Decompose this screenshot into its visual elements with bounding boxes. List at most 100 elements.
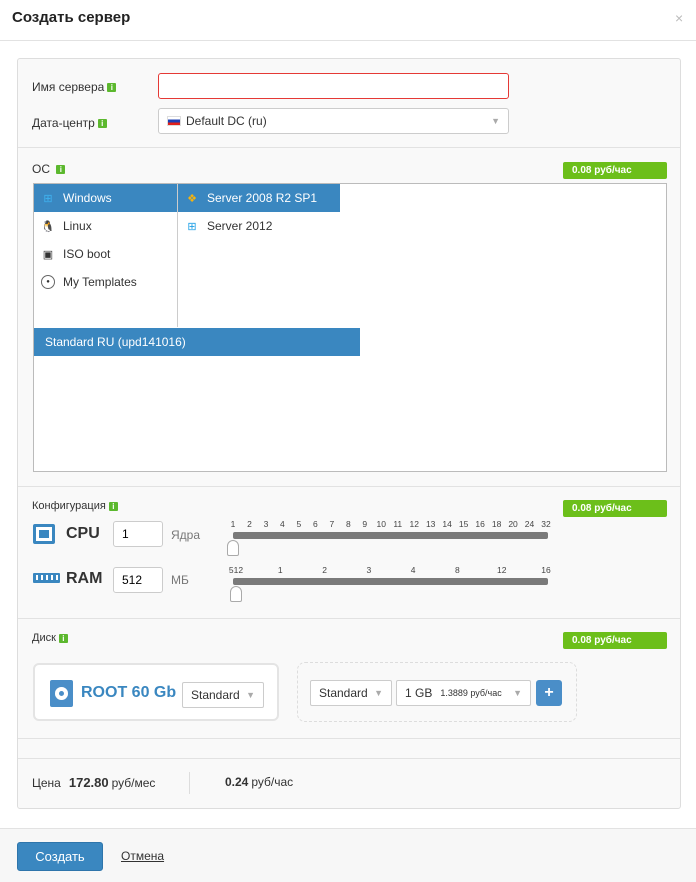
slider-tick: 18 <box>491 519 502 529</box>
info-icon[interactable]: i <box>108 501 118 511</box>
os-family-templates[interactable]: ● My Templates <box>34 268 177 296</box>
cpu-icon <box>33 524 55 544</box>
windows7-icon: ❖ <box>187 192 197 205</box>
dialog-title: Создать сервер <box>12 9 131 26</box>
divider <box>18 147 680 148</box>
slider-tick: 11 <box>393 519 403 529</box>
os-family-iso[interactable]: ▣ ISO boot <box>34 240 177 268</box>
select-value: Standard <box>191 688 240 702</box>
item-label: Standard RU (upd141016) <box>45 335 186 349</box>
new-disk-size-select[interactable]: 1 GB 1.3889 руб/час ▼ <box>396 680 531 706</box>
os-version-item[interactable]: ❖ Server 2008 R2 SP1 <box>178 184 340 212</box>
datacenter-label: Дата-центр i <box>32 116 107 130</box>
slider-tick: 5 <box>296 519 302 529</box>
os-version-item[interactable]: ⊞ Server 2012 <box>178 212 340 240</box>
item-label: Server 2008 R2 SP1 <box>207 191 318 205</box>
datacenter-select[interactable]: Default DC (ru) ▼ <box>158 108 509 134</box>
slider-tick: 2 <box>247 519 252 529</box>
chevron-down-icon: ▼ <box>491 116 500 126</box>
slider-tick: 13 <box>425 519 436 529</box>
info-icon[interactable]: i <box>97 119 107 129</box>
divider <box>18 758 680 759</box>
windows-icon: ⊞ <box>187 220 197 233</box>
template-icon: ● <box>41 275 55 289</box>
config-price-badge: 0.08 руб/час <box>563 500 667 517</box>
os-label: ОС i <box>32 162 66 176</box>
chevron-down-icon: ▼ <box>246 690 255 700</box>
close-icon[interactable]: × <box>675 10 684 26</box>
iso-icon: ▣ <box>42 248 54 261</box>
slider-tick: 24 <box>524 519 535 529</box>
slider-tick: 3 <box>366 565 372 575</box>
item-label: Server 2012 <box>207 219 273 233</box>
root-disk-card: ROOT 60 Gb Standard ▼ <box>33 663 279 721</box>
cancel-link[interactable]: Отмена <box>121 849 165 863</box>
cpu-slider-track[interactable] <box>233 532 548 539</box>
slider-tick: 3 <box>263 519 269 529</box>
chevron-down-icon: ▼ <box>374 688 383 698</box>
slider-tick: 14 <box>442 519 452 529</box>
config-label: Конфигурация i <box>32 500 118 512</box>
slider-tick: 15 <box>458 519 469 529</box>
ram-slider-handle[interactable] <box>230 586 242 602</box>
info-icon[interactable]: i <box>56 165 66 175</box>
slider-tick: 512 <box>228 565 244 575</box>
slider-tick: 20 <box>508 519 518 529</box>
divider <box>0 40 696 41</box>
os-family-linux[interactable]: 🐧 Linux <box>34 212 177 240</box>
linux-icon: 🐧 <box>41 220 55 233</box>
os-family-windows[interactable]: ⊞ Windows <box>34 184 177 212</box>
price-monthly-value: 172.80 <box>68 775 109 790</box>
price-hourly-value: 0.24 <box>225 775 249 789</box>
windows-icon: ⊞ <box>43 192 53 205</box>
chevron-down-icon: ▼ <box>513 688 522 698</box>
slider-tick: 2 <box>322 565 327 575</box>
server-name-input[interactable] <box>158 73 509 99</box>
os-price-badge: 0.08 руб/час <box>563 162 667 179</box>
server-name-label: Имя сервера i <box>32 80 117 94</box>
slider-tick: 8 <box>455 565 460 575</box>
item-label: ISO boot <box>63 247 111 261</box>
os-version-column: ❖ Server 2008 R2 SP1 ⊞ Server 2012 <box>178 184 340 240</box>
slider-tick: 9 <box>362 519 368 529</box>
label-text: Диск <box>32 632 56 644</box>
os-build-item[interactable]: Standard RU (upd141016) <box>34 328 360 356</box>
ram-unit: МБ <box>171 573 189 587</box>
size-price: 1.3889 руб/час <box>440 688 502 698</box>
cpu-label: CPU <box>66 525 100 542</box>
divider <box>0 828 696 829</box>
slider-tick: 16 <box>475 519 485 529</box>
slider-tick: 12 <box>496 565 507 575</box>
ram-label: RAM <box>66 570 103 587</box>
price-monthly-unit: руб/мес <box>111 776 156 790</box>
select-value: Standard <box>319 686 368 700</box>
price-label: Цена <box>32 776 61 790</box>
cpu-unit: Ядра <box>171 528 201 542</box>
price-hourly-unit: руб/час <box>251 775 294 789</box>
ram-slider-track[interactable] <box>233 578 548 585</box>
label-text: Имя сервера <box>32 80 105 94</box>
slider-tick: 7 <box>329 519 335 529</box>
info-icon[interactable]: i <box>58 633 68 643</box>
ram-icon <box>33 573 60 583</box>
cpu-slider-handle[interactable] <box>227 540 239 556</box>
label-text: Конфигурация <box>32 500 106 512</box>
divider <box>18 738 680 739</box>
cpu-input[interactable] <box>113 521 163 547</box>
root-disk-label: ROOT 60 Gb <box>81 684 177 701</box>
slider-tick: 1 <box>277 565 283 575</box>
root-disk-type-select[interactable]: Standard ▼ <box>182 682 264 708</box>
ram-input[interactable] <box>113 567 163 593</box>
create-button[interactable]: Создать <box>17 842 103 871</box>
slider-tick: 32 <box>541 519 551 529</box>
item-label: My Templates <box>63 275 137 289</box>
slider-tick: 16 <box>541 565 551 575</box>
hdd-icon <box>50 680 73 707</box>
datacenter-value: Default DC (ru) <box>186 114 267 128</box>
info-icon[interactable]: i <box>107 83 117 93</box>
new-disk-type-select[interactable]: Standard ▼ <box>310 680 392 706</box>
slider-tick: 4 <box>280 519 285 529</box>
add-disk-button[interactable]: + <box>536 680 562 706</box>
slider-tick: 12 <box>409 519 419 529</box>
slider-tick: 8 <box>345 519 351 529</box>
